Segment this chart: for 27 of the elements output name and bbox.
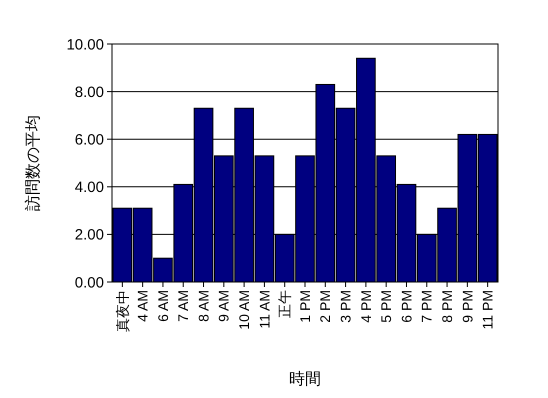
y-tick-label: 8.00 — [74, 84, 104, 101]
y-tick-label: 10.00 — [66, 36, 104, 54]
x-tick-label: 11 AM — [256, 290, 272, 329]
y-tick-label: 0.00 — [74, 274, 104, 292]
x-tick-label: 10 AM — [236, 290, 252, 330]
x-tick-label: 11 PM — [480, 290, 496, 330]
x-tick-label: 3 PM — [337, 290, 354, 323]
x-tick-label: 4 AM — [134, 290, 151, 322]
x-tick-label: 6 PM — [398, 290, 414, 323]
x-tick-label: 6 AM — [154, 290, 171, 322]
x-tick-label: 1 PM — [296, 290, 313, 323]
x-tick-label: 正午 — [276, 290, 293, 318]
x-tick-label: 8 PM — [438, 290, 455, 323]
x-tick-label: 8 AM — [195, 290, 212, 322]
x-tick-label: 9 AM — [216, 290, 232, 322]
y-tick-label: 6.00 — [74, 131, 104, 148]
x-tick-label: 真夜中 — [114, 290, 130, 332]
x-axis-title: 時間 — [289, 370, 321, 388]
x-tick-label: 5 PM — [378, 290, 394, 323]
x-tick-label: 7 PM — [418, 290, 435, 323]
y-tick-label: 2.00 — [74, 226, 104, 244]
y-axis-title: 訪問数の平均 — [24, 115, 42, 211]
x-tick-label: 7 AM — [175, 290, 192, 322]
x-tick-label: 4 PM — [358, 290, 374, 323]
x-tick-label: 2 PM — [317, 290, 334, 323]
y-tick-label: 4.00 — [74, 179, 104, 196]
x-tick-label: 9 PM — [459, 290, 476, 323]
